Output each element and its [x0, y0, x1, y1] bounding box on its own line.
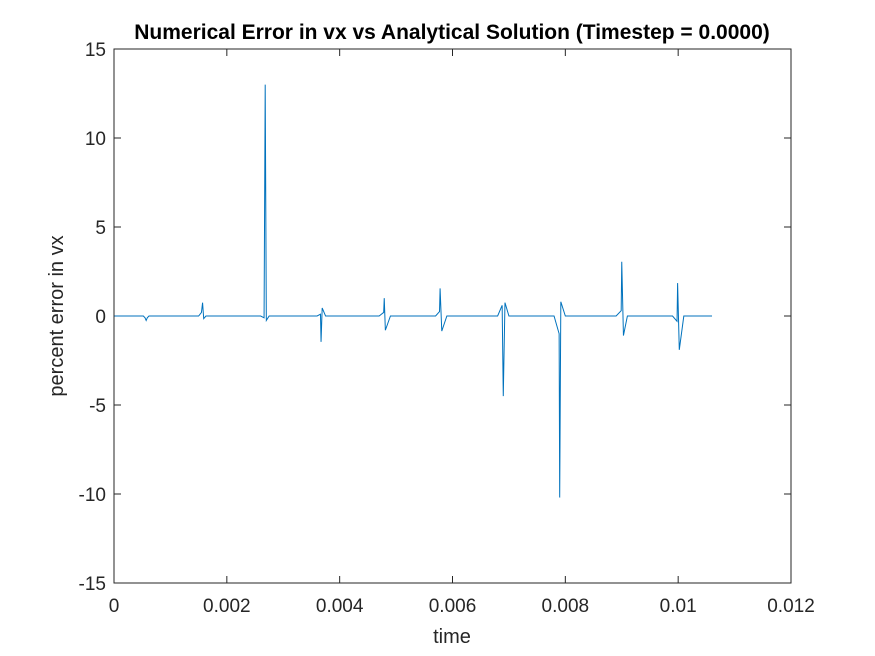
x-tick-label: 0.01 [660, 596, 697, 617]
y-tick-label: 0 [95, 307, 106, 328]
series-line [114, 84, 713, 498]
x-tick-label: 0.012 [767, 596, 815, 617]
y-tick-label: -10 [79, 485, 106, 506]
x-tick-label: 0.004 [316, 596, 364, 617]
x-tick-label: 0.002 [203, 596, 251, 617]
tick-group: 0 0.002 0.004 0.006 0.008 0.01 0.012 -15 -10 -5 0 5… [79, 40, 815, 617]
y-tick-label: 10 [85, 129, 106, 150]
chart-title: Numerical Error in vx vs Analytical Solu… [134, 21, 770, 44]
y-tick-label: 15 [85, 40, 106, 61]
y-tick-label: -15 [79, 574, 106, 595]
plot-box [113, 48, 792, 584]
x-tick-label: 0.006 [429, 596, 477, 617]
x-tick-label: 0 [109, 596, 120, 617]
x-axis-label: time [433, 626, 471, 648]
series-layer [114, 84, 713, 498]
y-tick-label: -5 [89, 396, 106, 417]
y-tick-label: 5 [95, 218, 106, 239]
y-axis-label: percent error in vx [46, 235, 68, 396]
x-tick-label: 0.008 [542, 596, 590, 617]
